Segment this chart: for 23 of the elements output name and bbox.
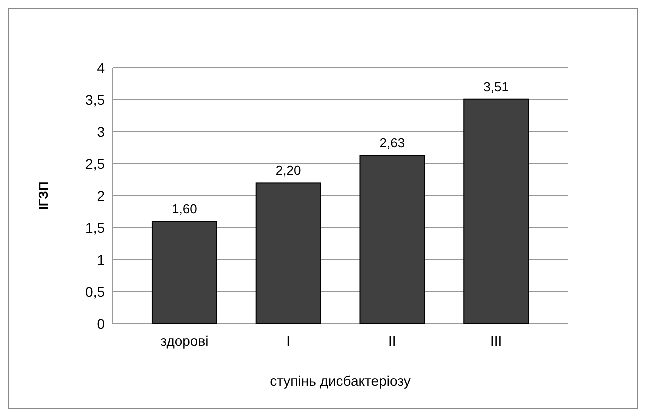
data-label: 2,20 [276, 163, 302, 178]
bar [256, 182, 322, 324]
x-tick-label: здорові [160, 333, 209, 349]
y-axis-title: ІГЗП [36, 182, 51, 210]
y-tick-label: 2,5 [86, 156, 106, 172]
bar [360, 155, 426, 324]
y-tick-label: 1 [97, 252, 106, 268]
y-tick-label: 1,5 [86, 220, 106, 236]
bar [152, 221, 218, 324]
y-tick-label: 4 [97, 60, 106, 76]
data-label: 3,51 [484, 79, 509, 94]
y-tick-label: 0 [97, 316, 106, 332]
bar [464, 98, 530, 324]
x-tick-label: III [490, 333, 502, 349]
x-tick-label: II [388, 333, 396, 349]
x-tick-label: I [286, 333, 291, 349]
data-label: 2,63 [380, 136, 406, 151]
y-tick-label: 3 [97, 124, 106, 140]
y-tick-label: 0,5 [86, 284, 106, 300]
y-tick-label: 2 [97, 188, 106, 204]
data-label: 1,60 [172, 202, 198, 217]
x-axis-title: ступінь дисбактеріозу [270, 373, 411, 389]
y-tick-label: 3,5 [86, 92, 106, 108]
